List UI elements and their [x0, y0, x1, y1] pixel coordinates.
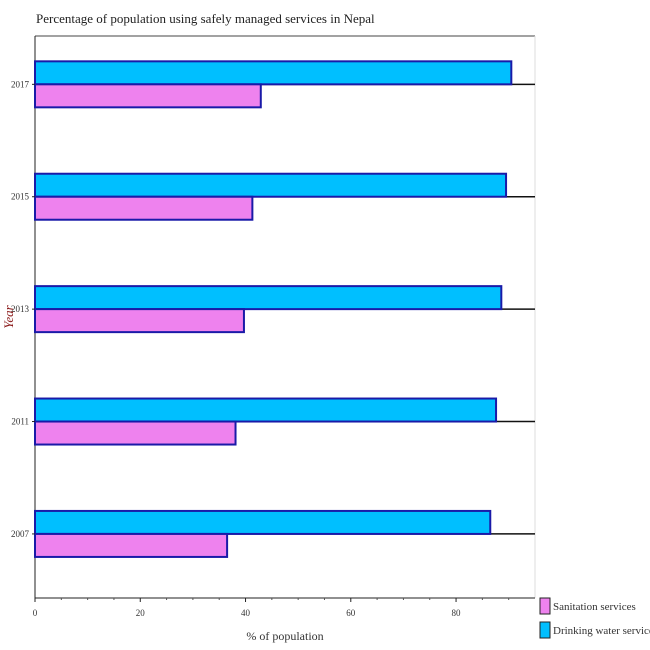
y-tick-label-2013: 2013 [11, 304, 30, 314]
bar-drinking-water-2013 [34, 285, 503, 311]
y-tick-label-2015: 2015 [11, 192, 30, 202]
legend-swatch-sanitation-services [539, 597, 551, 615]
y-tick-label-2007: 2007 [11, 529, 30, 539]
bar-sanitation-2011 [34, 420, 237, 446]
legend-label-drinking-water-services: Drinking water services [553, 625, 650, 637]
y-tick-label-2011: 2011 [11, 417, 29, 427]
x-axis-label: % of population [246, 629, 323, 643]
bar-drinking-water-2011 [34, 397, 498, 423]
bar-sanitation-2017 [34, 83, 262, 109]
bar-sanitation-2013 [34, 308, 245, 334]
bars-group [34, 60, 535, 558]
bar-sanitation-2015 [34, 195, 254, 221]
bar-drinking-water-2015 [34, 172, 508, 198]
bar-sanitation-2007 [34, 532, 229, 558]
chart-title: Percentage of population using safely ma… [36, 11, 375, 26]
x-ticks: 0 20 40 60 80 [33, 598, 510, 618]
legend: Sanitation services Drinking water servic… [539, 597, 650, 639]
legend-swatch-drinking-water-services [539, 621, 551, 639]
y-axis-label: Year [1, 304, 16, 328]
bar-drinking-water-2007 [34, 509, 492, 535]
x-tick-label-0: 0 [33, 608, 38, 618]
y-tick-label-2017: 2017 [11, 79, 30, 89]
y-ticks: 2007 2011 2013 2015 2017 [11, 79, 35, 539]
x-tick-label-40: 40 [241, 608, 251, 618]
x-tick-label-60: 60 [346, 608, 356, 618]
x-tick-label-80: 80 [452, 608, 462, 618]
legend-label-sanitation-services: Sanitation services [553, 601, 636, 613]
bar-drinking-water-2017 [34, 60, 513, 86]
x-tick-label-20: 20 [136, 608, 146, 618]
